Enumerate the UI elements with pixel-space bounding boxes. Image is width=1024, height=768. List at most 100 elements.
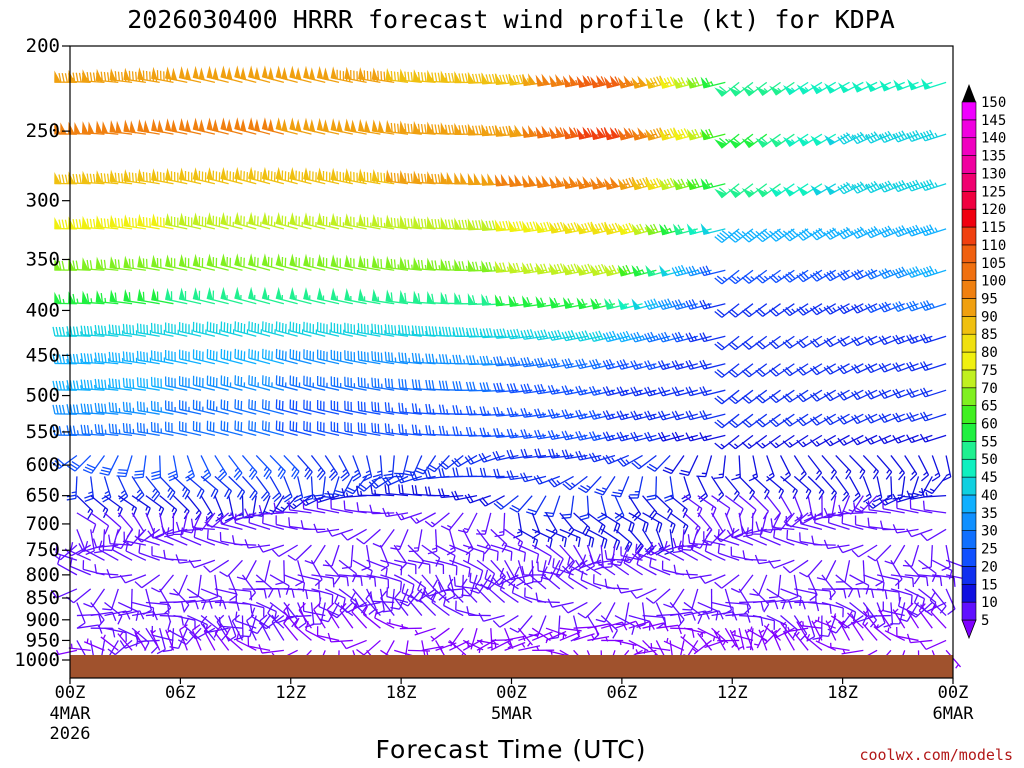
wind-barb [303,420,326,437]
wind-barb [316,66,340,83]
wind-barb [932,559,953,580]
wind-barb [811,620,823,641]
wind-barb [366,559,388,578]
credit-link[interactable]: coolwx.com/models [859,746,1013,764]
wind-barb [241,455,258,480]
wind-barb [731,455,741,481]
wind-barb [330,349,353,365]
wind-barb [394,559,417,575]
x-tick-date: 5MAR [491,704,533,724]
wind-barb [386,587,409,604]
wind-barb [755,335,781,350]
y-tick-label: 350 [26,248,60,270]
wind-barb [384,378,409,391]
wind-barb [493,428,519,438]
wind-barb [261,399,285,415]
wind-barb [594,476,616,496]
wind-barb [452,327,478,338]
wind-barb [398,484,422,497]
wind-barb [631,454,657,470]
x-tick-label: 06Z [607,683,638,703]
wind-barb [248,513,271,530]
wind-barb [494,173,519,187]
wind-barb [192,349,216,365]
wind-barb [180,527,202,546]
wind-barb [713,630,726,651]
wind-barb [164,350,188,365]
wind-barb [837,81,864,94]
wind-barb [206,65,229,83]
wind-barb [782,413,809,427]
wind-barb [747,626,768,641]
x-tick-label: 00Z [938,683,969,703]
wind-barb [330,322,353,337]
colorbar-label: 140 [981,131,1006,147]
wind-barb [864,413,892,424]
colorbar-label: 40 [981,488,998,504]
wind-barb [424,486,450,497]
wind-barb [186,475,205,500]
wind-barb [357,377,381,391]
wind-barb [247,636,271,651]
colorbar-label: 120 [981,202,1006,218]
wind-barb [786,529,809,546]
wind-barb [755,269,781,284]
wind-barb [577,602,602,619]
colorbar-swatch [961,530,977,549]
wind-barb [357,422,381,437]
wind-barb [611,476,630,498]
wind-barb [499,581,519,603]
wind-barb [283,455,300,480]
wind-barb [398,423,422,437]
wind-barb [261,253,285,271]
wind-barb [796,512,823,525]
wind-barb [941,545,951,571]
wind-barb [352,574,377,587]
colorbar-swatch [961,405,977,424]
wind-barb [768,335,795,350]
wind-barb [228,588,253,601]
wind-barb [575,409,602,420]
wind-barb [804,633,823,651]
wind-barb [246,614,257,641]
wind-barb [932,574,956,587]
wind-barb [917,455,930,482]
wind-barb [568,568,588,590]
wind-barb [275,117,298,135]
y-tick-label: 300 [26,190,60,212]
wind-barb [289,286,312,305]
wind-barb [398,324,422,337]
wind-barb [677,540,699,561]
wind-barb [559,544,575,570]
wind-barb [248,420,271,437]
wind-barb [850,620,864,641]
wind-barb [467,172,491,186]
wind-barb [275,253,298,271]
wind-barb [311,588,334,604]
wind-barb [769,574,782,599]
wind-barb [882,499,905,514]
wind-barb [681,529,699,551]
wind-barb [399,169,422,185]
wind-barb [206,349,229,365]
wind-barb [275,321,298,337]
wind-barb [206,253,229,271]
wind-barb [930,604,947,629]
wind-barb [339,603,354,629]
wind-barb [634,649,657,655]
wind-barb [853,495,878,512]
wind-barb [493,495,519,510]
wind-barb [303,65,326,83]
wind-barb [325,574,349,587]
wind-barb [289,65,312,83]
wind-barb [80,424,105,437]
wind-barb [479,406,505,417]
wind-barb [344,213,367,230]
wind-barb [851,544,878,558]
wind-barb [344,66,367,83]
colorbar-label: 100 [981,274,1006,290]
colorbar-swatch [961,476,977,496]
wind-barb [398,352,422,365]
wind-barb [534,429,560,440]
